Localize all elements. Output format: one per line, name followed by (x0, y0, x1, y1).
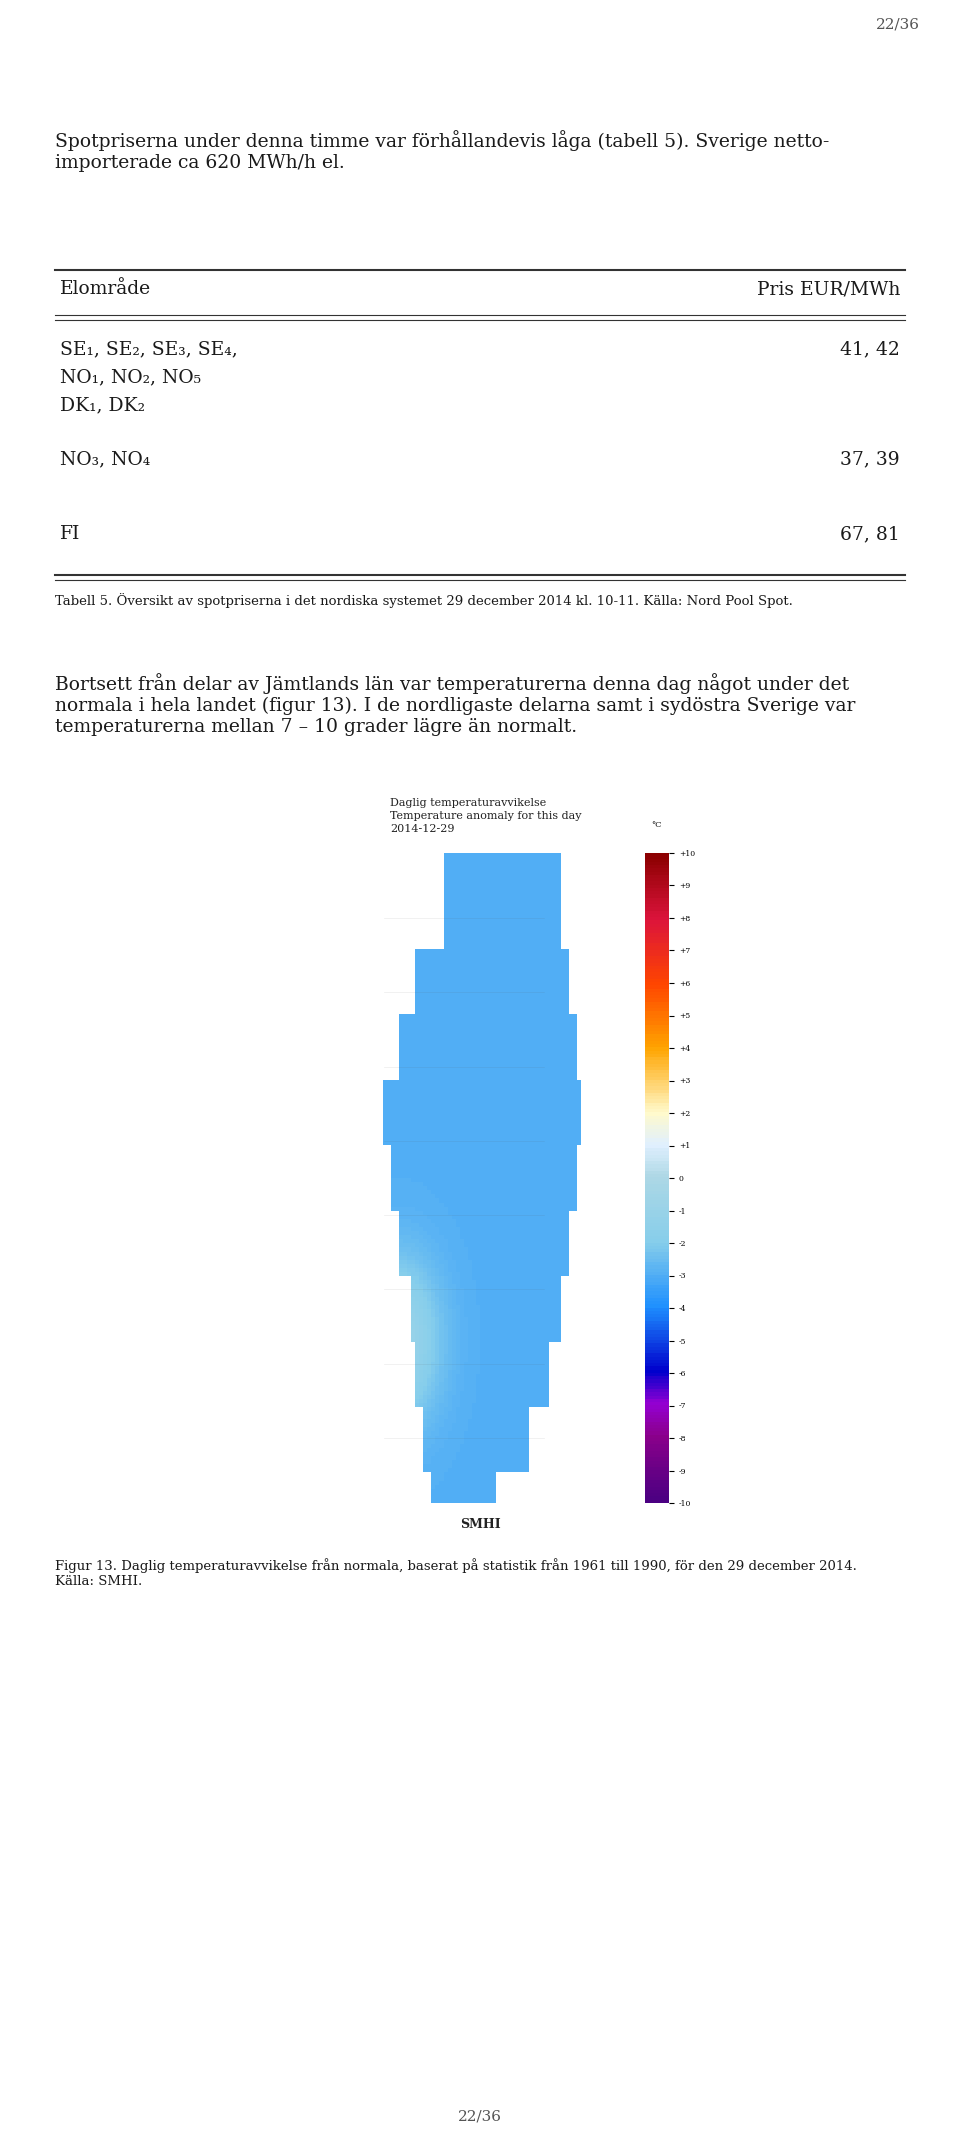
Text: Temperature anomaly for this day: Temperature anomaly for this day (390, 811, 582, 822)
Text: Pris EUR/MWh: Pris EUR/MWh (756, 280, 900, 299)
Text: SMHI: SMHI (460, 1519, 500, 1532)
Text: °C: °C (652, 822, 662, 828)
Text: Tabell 5. Översikt av spotpriserna i det nordiska systemet 29 december 2014 kl. : Tabell 5. Översikt av spotpriserna i det… (55, 594, 793, 609)
Text: 67, 81: 67, 81 (840, 525, 900, 542)
Text: 22/36: 22/36 (876, 17, 920, 32)
Text: 41, 42: 41, 42 (840, 340, 900, 357)
Text: DK₁, DK₂: DK₁, DK₂ (60, 396, 145, 413)
Text: 22/36: 22/36 (458, 2110, 502, 2123)
Text: NO₁, NO₂, NO₅: NO₁, NO₂, NO₅ (60, 368, 202, 385)
Text: FI: FI (60, 525, 81, 542)
Text: Spotpriserna under denna timme var förhållandevis låga (tabell 5). Sverige netto: Spotpriserna under denna timme var förhå… (55, 129, 829, 172)
Text: Elområde: Elområde (60, 280, 151, 299)
Text: Daglig temperaturavvikelse: Daglig temperaturavvikelse (390, 798, 546, 809)
Text: NO₃, NO₄: NO₃, NO₄ (60, 450, 151, 469)
Text: Figur 13. Daglig temperaturavvikelse från normala, baserat på statistik från 196: Figur 13. Daglig temperaturavvikelse frå… (55, 1557, 857, 1587)
Text: SE₁, SE₂, SE₃, SE₄,: SE₁, SE₂, SE₃, SE₄, (60, 340, 238, 357)
Text: Bortsett från delar av Jämtlands län var temperaturerna denna dag något under de: Bortsett från delar av Jämtlands län var… (55, 673, 855, 736)
Text: 2014-12-29: 2014-12-29 (390, 824, 454, 835)
Text: 37, 39: 37, 39 (840, 450, 900, 469)
